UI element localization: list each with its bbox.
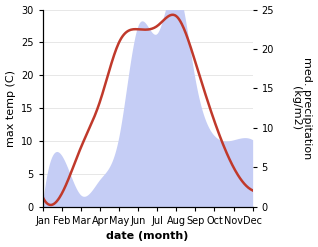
Y-axis label: med. precipitation
(kg/m2): med. precipitation (kg/m2)	[291, 57, 313, 159]
X-axis label: date (month): date (month)	[107, 231, 189, 242]
Y-axis label: max temp (C): max temp (C)	[5, 70, 16, 147]
